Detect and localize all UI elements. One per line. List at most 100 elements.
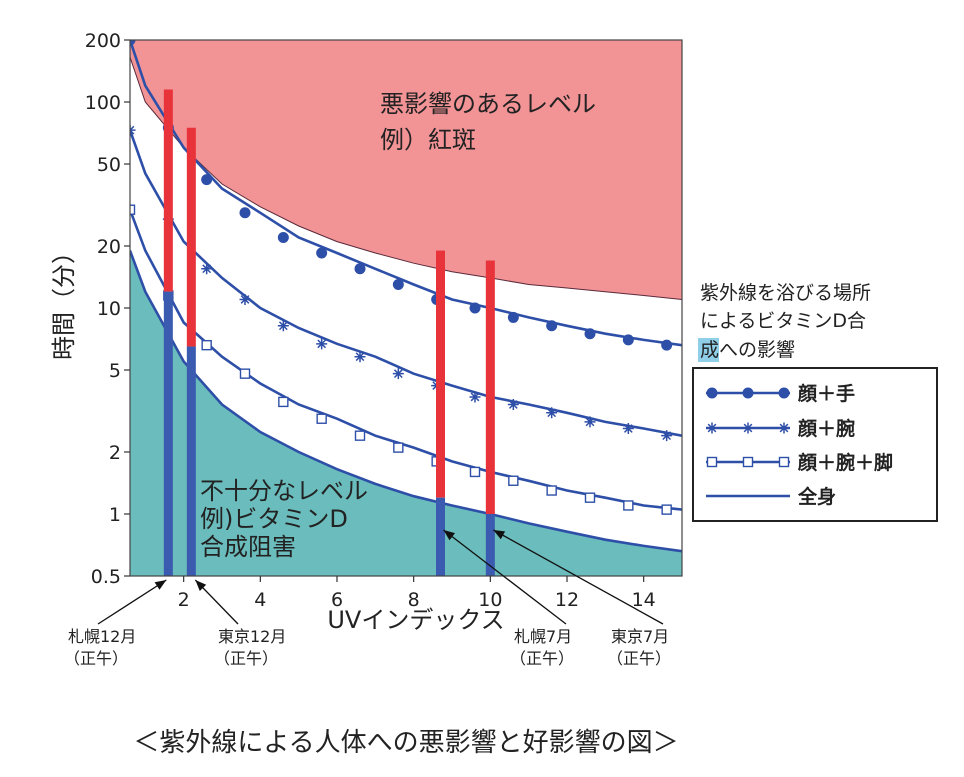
insufficient-region bbox=[130, 250, 682, 576]
location-bar-blue-1 bbox=[186, 346, 196, 576]
x-tick-label-5: 12 bbox=[555, 589, 579, 611]
series-2-marker-4 bbox=[278, 396, 289, 408]
legend-title-highlight bbox=[698, 338, 719, 362]
y-tick-label-0: 0.5 bbox=[91, 566, 121, 588]
series-1-marker-14 bbox=[661, 430, 673, 442]
legend-items: 顔＋手顔＋腕顔＋腕＋脚全身 bbox=[706, 382, 893, 508]
harmful-region-label: 悪影響のあるレベル bbox=[380, 90, 596, 118]
location-arrow-line-2 bbox=[443, 529, 567, 625]
series-0-marker-4 bbox=[277, 231, 289, 243]
location-arrow-head-2 bbox=[443, 530, 455, 541]
location-time-2: （正午） bbox=[510, 649, 574, 668]
legend-label-1: 顔＋腕 bbox=[797, 417, 855, 440]
series-2-marker-14 bbox=[661, 504, 672, 515]
legend-title-line-3: 成への影響 bbox=[700, 339, 795, 361]
location-name-3: 東京7月 bbox=[611, 627, 669, 646]
series-line-0 bbox=[130, 40, 682, 347]
series-0-marker-14 bbox=[661, 339, 673, 351]
series-1-marker-10 bbox=[507, 399, 519, 411]
legend-marker-1-1 bbox=[742, 422, 754, 434]
series-2-marker-0 bbox=[130, 204, 136, 215]
insufficient-region-label: 不十分なレベル bbox=[200, 477, 368, 505]
series-1-marker-9 bbox=[469, 391, 481, 403]
series-2-marker-6 bbox=[354, 430, 366, 441]
x-axis-ticks: 2 4 6 8 10 12 14 bbox=[178, 576, 656, 611]
x-axis-label: UVインデックス bbox=[327, 606, 504, 634]
x-tick-label-2: 6 bbox=[331, 589, 343, 611]
series-0-marker-11 bbox=[546, 320, 558, 332]
x-tick-label-1: 4 bbox=[254, 589, 266, 611]
series-2-marker-2 bbox=[201, 339, 212, 351]
insufficient-region-example-2: 合成阻害 bbox=[200, 533, 296, 561]
location-arrow-line-3 bbox=[493, 529, 664, 625]
x-tick-label-0: 2 bbox=[178, 589, 190, 611]
legend-title-line-2: によるビタミンD合 bbox=[700, 310, 866, 332]
location-bar-red-3 bbox=[485, 260, 495, 514]
series-0-marker-12 bbox=[584, 328, 596, 340]
legend-marker-2-2 bbox=[778, 456, 790, 468]
y-tick-label-6: 50 bbox=[97, 154, 121, 176]
location-bar-red-2 bbox=[436, 250, 445, 498]
y-tick-label-2: 2 bbox=[109, 442, 121, 464]
series-2-marker-7 bbox=[393, 442, 404, 453]
series-0-marker-0 bbox=[130, 40, 136, 46]
x-tick-label-6: 14 bbox=[632, 589, 656, 611]
location-bar-red-0 bbox=[163, 89, 173, 292]
series-1-marker-2 bbox=[201, 263, 213, 275]
location-name-1: 東京12月 bbox=[218, 627, 286, 646]
series-2-marker-13 bbox=[623, 500, 634, 511]
y-axis-label: 時間（分） bbox=[50, 240, 78, 360]
legend-marker-1-2 bbox=[778, 422, 790, 434]
series-0-marker-7 bbox=[392, 279, 404, 291]
location-bars bbox=[163, 89, 495, 576]
y-tick-label-4: 10 bbox=[97, 298, 121, 320]
insufficient-region-example: 例)ビタミンD bbox=[200, 505, 348, 533]
legend-marker-2-1 bbox=[742, 456, 754, 468]
y-tick-label-3: 5 bbox=[109, 360, 121, 382]
series-1-marker-12 bbox=[584, 416, 596, 428]
series-1-marker-3 bbox=[239, 293, 251, 305]
series-line-1 bbox=[130, 129, 682, 437]
legend-marker-2-0 bbox=[706, 456, 718, 468]
harmful-region bbox=[130, 40, 682, 300]
series-2-marker-5 bbox=[316, 413, 327, 424]
location-bar-blue-0 bbox=[163, 291, 173, 576]
location-name-2: 札幌7月 bbox=[514, 627, 572, 646]
legend-title-line-1: 紫外線を浴びる場所 bbox=[700, 282, 871, 304]
series-2-marker-12 bbox=[584, 492, 596, 503]
y-tick-label-8: 200 bbox=[85, 30, 121, 52]
series-1-marker-6 bbox=[354, 351, 366, 363]
legend-marker-0-1 bbox=[742, 387, 754, 399]
location-time-0: （正午） bbox=[64, 649, 128, 668]
location-bar-red-1 bbox=[186, 127, 196, 347]
series-2-marker-10 bbox=[508, 475, 519, 486]
legend-marker-0-0 bbox=[706, 387, 718, 399]
location-arrow-head-3 bbox=[493, 530, 506, 540]
location-arrow-head-0 bbox=[154, 580, 167, 590]
series-0-marker-9 bbox=[469, 302, 481, 314]
series-2-marker-9 bbox=[469, 466, 481, 478]
location-name-0: 札幌12月 bbox=[68, 627, 136, 646]
y-tick-label-1: 1 bbox=[109, 504, 121, 526]
series-2-marker-3 bbox=[239, 368, 251, 379]
series-1-marker-13 bbox=[622, 423, 634, 435]
series-0-marker-5 bbox=[316, 247, 328, 259]
x-tick-label-3: 8 bbox=[408, 589, 420, 611]
series-0-marker-13 bbox=[622, 334, 634, 346]
legend-marker-1-0 bbox=[706, 422, 718, 434]
legend-label-2: 顔＋腕＋脚 bbox=[797, 451, 893, 474]
series-1-marker-5 bbox=[316, 338, 328, 350]
location-bar-blue-3 bbox=[485, 513, 495, 576]
series-1-marker-7 bbox=[392, 368, 404, 380]
legend-label-0: 顔＋手 bbox=[797, 382, 855, 405]
location-labels: 札幌12月 （正午） 東京12月 （正午） 札幌7月 （正午） 東京7月 （正午） bbox=[64, 529, 671, 668]
legend-marker-0-2 bbox=[778, 387, 790, 399]
series-line-3 bbox=[130, 250, 682, 553]
series-0-marker-10 bbox=[507, 311, 519, 323]
y-tick-label-7: 100 bbox=[85, 92, 121, 114]
location-arrow-line-0 bbox=[97, 579, 167, 625]
series-2-marker-11 bbox=[546, 485, 557, 496]
y-axis-ticks: 0.5 1 2 5 10 20 50 100 200 bbox=[85, 30, 130, 588]
series-0-marker-2 bbox=[201, 174, 213, 186]
